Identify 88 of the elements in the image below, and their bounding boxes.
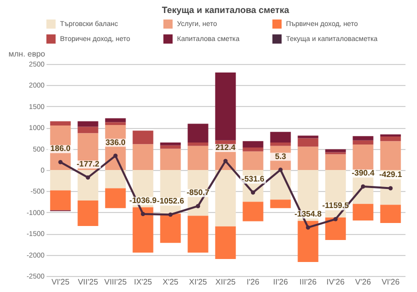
x-tick-label: II'26 (273, 278, 289, 286)
bar (215, 226, 236, 260)
bar (215, 72, 236, 140)
bar (215, 170, 236, 226)
x-tick-label: X'25 (162, 278, 179, 286)
x-tick-label: III'26 (299, 278, 318, 286)
data-label: -390.4 (352, 168, 375, 178)
bar (270, 142, 291, 146)
bar (298, 220, 318, 262)
x-tick-label: IV'26 (326, 278, 346, 286)
bar (78, 126, 98, 134)
point (86, 175, 90, 180)
data-label: 336.0 (105, 138, 126, 147)
point (140, 212, 146, 216)
bar (380, 134, 401, 137)
bar (105, 118, 126, 122)
data-label: 186.0 (50, 144, 71, 154)
bar (188, 142, 208, 146)
data-label: -531.6 (242, 174, 265, 184)
bar (325, 149, 346, 152)
bar (78, 121, 98, 127)
x-tick-label: VI'25 (51, 278, 70, 286)
bar (160, 145, 181, 149)
bar (270, 132, 291, 142)
bar (352, 140, 374, 145)
bar (160, 214, 181, 243)
bar (242, 151, 264, 170)
point (333, 217, 338, 222)
bar (380, 141, 401, 170)
data-label: -850.7 (186, 188, 210, 198)
bar (380, 204, 401, 223)
bar (188, 146, 208, 170)
bar (132, 130, 154, 144)
bar (132, 144, 154, 170)
x-tick-label: VI'26 (382, 278, 400, 286)
bar (160, 148, 181, 170)
data-label: -1159.5 (322, 201, 350, 210)
bar (270, 200, 291, 208)
bar (78, 200, 98, 226)
bar (105, 188, 126, 208)
bar (50, 190, 71, 210)
x-tick-label: VIII'25 (104, 278, 128, 286)
bar (132, 207, 154, 253)
bar (325, 154, 346, 170)
bar (298, 136, 318, 138)
bar (50, 121, 71, 126)
x-tick-label: I'26 (246, 278, 260, 286)
point (388, 186, 393, 190)
bar (50, 170, 71, 190)
point (196, 204, 200, 208)
data-label: -1036.9 (129, 196, 158, 205)
bar (242, 202, 264, 222)
bar (242, 141, 264, 148)
bar (105, 170, 126, 188)
chart-title: Текуща и капиталова сметка (162, 5, 290, 15)
data-label: -1052.6 (156, 196, 185, 206)
y-axis-title: млн. евро (8, 50, 46, 58)
point (58, 160, 63, 164)
bar (352, 136, 374, 140)
x-tick-label: XII'25 (215, 278, 236, 286)
x-tick-label: V'26 (355, 278, 372, 286)
bar (298, 146, 318, 170)
bar (78, 170, 98, 201)
bar (352, 144, 374, 170)
data-label: -1354.8 (294, 209, 322, 218)
data-label: 5.3 (274, 152, 287, 161)
bar (188, 216, 208, 253)
bar (325, 217, 346, 240)
x-tick-label: IX'25 (134, 278, 153, 286)
bar (242, 148, 264, 152)
point (360, 184, 366, 189)
point (113, 154, 118, 158)
point (306, 225, 310, 230)
point (223, 158, 228, 164)
bar (160, 142, 181, 146)
x-tick-label: XI'25 (189, 278, 208, 286)
point (278, 168, 283, 172)
bar (188, 124, 208, 142)
bar (298, 138, 318, 147)
data-label: -429.1 (379, 170, 402, 180)
x-tick-label: VII'25 (78, 278, 99, 286)
data-label: 212.4 (215, 142, 236, 152)
bar (105, 122, 126, 126)
point (168, 212, 173, 217)
bar (352, 204, 374, 220)
point (250, 190, 256, 195)
data-label: -177.2 (76, 160, 100, 169)
bar (380, 136, 401, 142)
